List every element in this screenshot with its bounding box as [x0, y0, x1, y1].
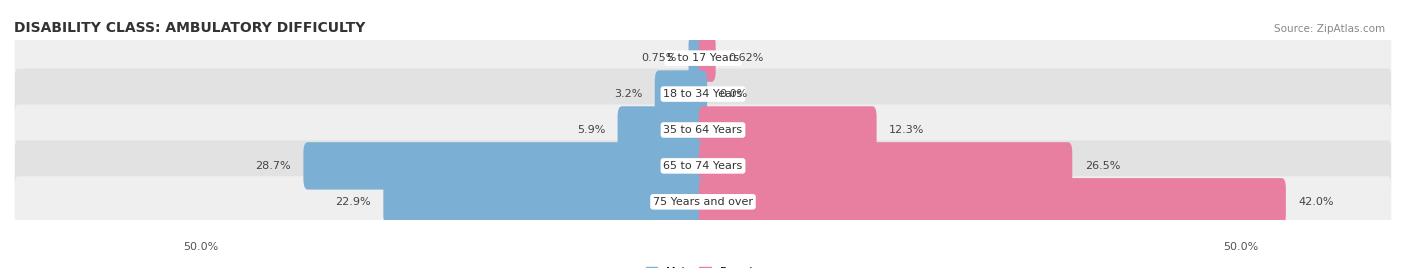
- FancyBboxPatch shape: [689, 35, 707, 82]
- Text: 18 to 34 Years: 18 to 34 Years: [664, 89, 742, 99]
- FancyBboxPatch shape: [384, 178, 707, 225]
- FancyBboxPatch shape: [655, 70, 707, 118]
- FancyBboxPatch shape: [699, 35, 716, 82]
- Text: 75 Years and over: 75 Years and over: [652, 197, 754, 207]
- Text: 50.0%: 50.0%: [1223, 242, 1258, 252]
- Legend: Male, Female: Male, Female: [647, 267, 759, 268]
- Text: 5.9%: 5.9%: [576, 125, 605, 135]
- Text: 65 to 74 Years: 65 to 74 Years: [664, 161, 742, 171]
- FancyBboxPatch shape: [304, 142, 707, 189]
- Text: 12.3%: 12.3%: [889, 125, 924, 135]
- FancyBboxPatch shape: [699, 106, 876, 154]
- FancyBboxPatch shape: [14, 176, 1392, 227]
- FancyBboxPatch shape: [699, 178, 1286, 225]
- Text: 5 to 17 Years: 5 to 17 Years: [666, 53, 740, 63]
- Text: 0.75%: 0.75%: [641, 53, 676, 63]
- Text: 22.9%: 22.9%: [335, 197, 371, 207]
- FancyBboxPatch shape: [14, 69, 1392, 120]
- Text: 0.62%: 0.62%: [728, 53, 763, 63]
- Text: DISABILITY CLASS: AMBULATORY DIFFICULTY: DISABILITY CLASS: AMBULATORY DIFFICULTY: [14, 21, 366, 35]
- FancyBboxPatch shape: [14, 105, 1392, 155]
- Text: 42.0%: 42.0%: [1298, 197, 1334, 207]
- Text: 3.2%: 3.2%: [614, 89, 643, 99]
- FancyBboxPatch shape: [14, 33, 1392, 84]
- Text: 28.7%: 28.7%: [256, 161, 291, 171]
- FancyBboxPatch shape: [699, 142, 1073, 189]
- Text: 26.5%: 26.5%: [1084, 161, 1121, 171]
- Text: 50.0%: 50.0%: [183, 242, 218, 252]
- FancyBboxPatch shape: [617, 106, 707, 154]
- Text: 0.0%: 0.0%: [720, 89, 748, 99]
- Text: Source: ZipAtlas.com: Source: ZipAtlas.com: [1274, 24, 1385, 34]
- FancyBboxPatch shape: [14, 140, 1392, 191]
- Text: 35 to 64 Years: 35 to 64 Years: [664, 125, 742, 135]
